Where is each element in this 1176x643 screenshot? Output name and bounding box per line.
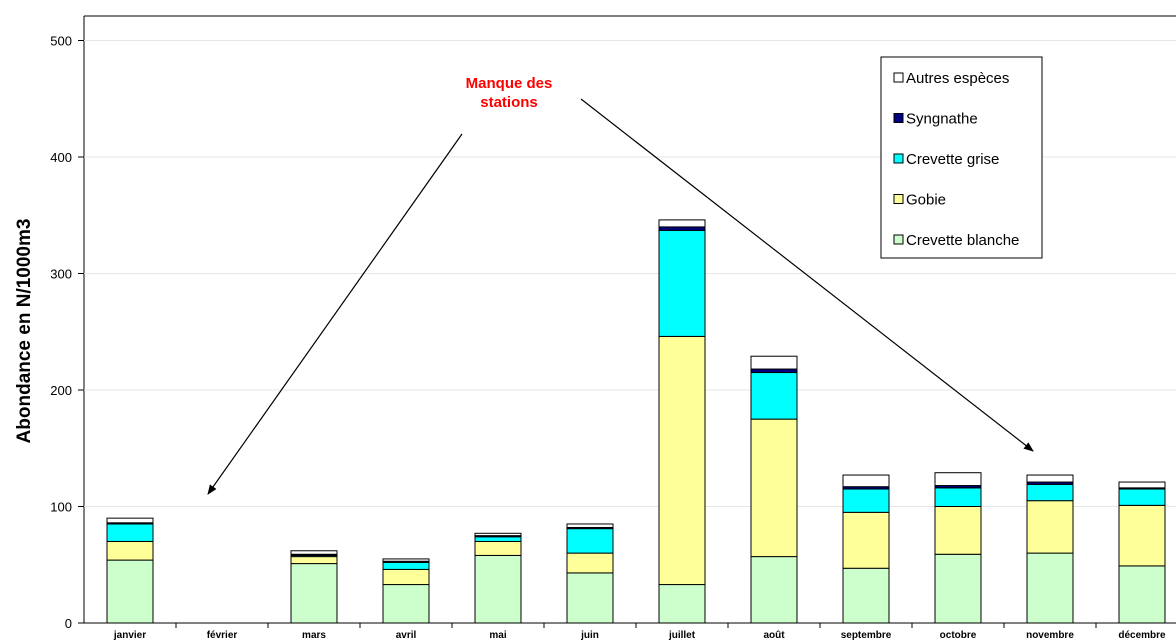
legend-label-gobie: Gobie [906,192,946,209]
bar-janvier-crevette-grise [106,523,154,542]
annotation-arrow-fevrier [207,133,463,495]
bar-aout-autres-especes [750,355,798,370]
bar-avril-crevette-grise [382,561,430,570]
bar-janvier-gobie [106,540,154,561]
bar-juillet-gobie [658,335,706,586]
bar-mars-crevette-blanche [290,563,338,624]
bar-septembre-gobie [842,511,890,569]
bar-juillet-autres-especes [658,219,706,228]
x-tick-label-novembre: novembre [1026,630,1074,641]
annotation-line-1: Manque des [466,75,553,92]
bar-septembre-autres-especes [842,474,890,488]
bar-avril-autres-especes [382,558,430,562]
x-tick-label-janvier: janvier [113,630,146,641]
legend-swatch-crevette-blanche [893,234,904,245]
annotation-missing-stations: Manque des stations [207,75,1034,495]
bar-avril-crevette-blanche [382,584,430,624]
bar-aout-gobie [750,418,798,558]
bar-septembre-crevette-grise [842,488,890,513]
x-tick-label-decembre: décembre [1118,630,1166,641]
bar-octobre-gobie [934,506,982,555]
legend-label-crevette-grise: Crevette grise [906,151,999,168]
x-tick-label-avril: avril [396,630,417,641]
bar-decembre-autres-especes [1118,481,1166,489]
y-tick-label-400: 400 [50,150,72,165]
bar-mai-crevette-grise [474,536,522,542]
annotation-arrow-novembre [580,98,1034,452]
bar-octobre-crevette-grise [934,487,982,507]
legend-label-crevette-blanche: Crevette blanche [906,232,1019,249]
bar-juin-autres-especes [566,523,614,528]
x-tick-label-mai: mai [489,630,506,641]
bar-decembre-crevette-grise [1118,488,1166,506]
bar-juillet-syngnathe [658,226,706,231]
y-tick-label-500: 500 [50,34,72,49]
x-tick-label-juillet: juillet [668,630,696,641]
y-tick-label-200: 200 [50,383,72,398]
bar-octobre-autres-especes [934,472,982,487]
x-tick-label-aout: août [763,630,785,641]
legend-swatch-gobie [893,194,904,204]
y-axis-title: Abondance en N/1000m3 [14,219,35,444]
x-tick-label-septembre: septembre [841,630,892,641]
bar-mai-autres-especes [474,532,522,537]
legend: Autres espèces Syngnathe Crevette grise Gob… [880,56,1043,259]
bar-octobre-crevette-blanche [934,553,982,624]
bar-mars-gobie [290,556,338,565]
bar-decembre-gobie [1118,504,1166,567]
legend-label-autres-especes: Autres espèces [906,70,1009,87]
plot-frame [83,15,1176,624]
x-tick-label-mars: mars [302,630,326,641]
bar-juin-crevette-grise [566,528,614,554]
bar-juillet-crevette-grise [658,229,706,337]
x-tick-label-juin: juin [580,630,599,641]
y-axis-ticks: 0 100 200 300 400 500 [50,34,1176,631]
y-tick-label-100: 100 [50,500,72,515]
bar-novembre-crevette-blanche [1026,552,1074,624]
x-axis-labels: janvier février mars avril mai juin juillet aoû… [113,623,1166,641]
bar-juin-gobie [566,552,614,574]
bar-novembre-crevette-grise [1026,483,1074,502]
y-tick-label-300: 300 [50,267,72,282]
y-tick-label-0: 0 [65,616,72,631]
annotation-line-2: stations [480,94,538,111]
legend-box [880,56,1043,259]
x-tick-label-fevrier: février [207,630,238,641]
bar-mai-gobie [474,540,522,556]
bar-mars-autres-especes [290,550,338,555]
x-tick-label-octobre: octobre [940,630,977,641]
bars-group [106,219,1166,624]
bar-juillet-crevette-blanche [658,584,706,624]
bar-novembre-autres-especes [1026,474,1074,483]
bar-juin-crevette-blanche [566,572,614,624]
bar-janvier-crevette-blanche [106,559,154,624]
legend-swatch-autres-especes [893,72,904,83]
legend-swatch-crevette-grise [893,153,904,164]
bar-aout-syngnathe [750,368,798,374]
bar-janvier-autres-especes [106,517,154,524]
bar-avril-gobie [382,568,430,586]
bar-aout-crevette-blanche [750,556,798,624]
legend-label-syngnathe: Syngnathe [906,111,978,128]
bar-aout-crevette-grise [750,372,798,420]
bar-novembre-gobie [1026,500,1074,554]
bar-mai-crevette-blanche [474,554,522,624]
bar-septembre-crevette-blanche [842,567,890,624]
bar-decembre-crevette-blanche [1118,565,1166,624]
legend-swatch-syngnathe [893,113,904,123]
